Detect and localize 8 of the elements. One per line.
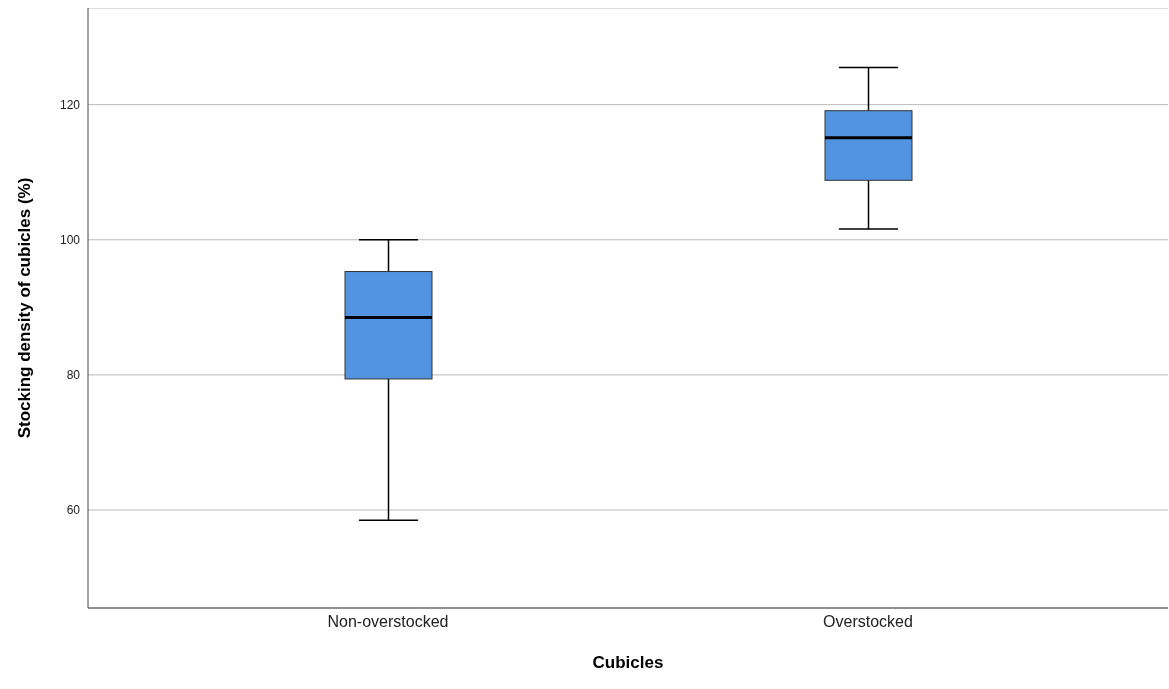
y-tick-label: 100 <box>59 233 81 248</box>
y-tick-label: 60 <box>66 503 81 518</box>
y-tick-label: 80 <box>66 368 81 383</box>
x-axis-title: Cubicles <box>592 653 664 672</box>
x-tick-label: Non-overstocked <box>327 613 449 631</box>
y-tick-label: 120 <box>59 97 81 112</box>
y-axis-title: Stocking density of cubicles (%) <box>15 177 35 439</box>
x-tick-label: Overstocked <box>823 613 913 631</box>
